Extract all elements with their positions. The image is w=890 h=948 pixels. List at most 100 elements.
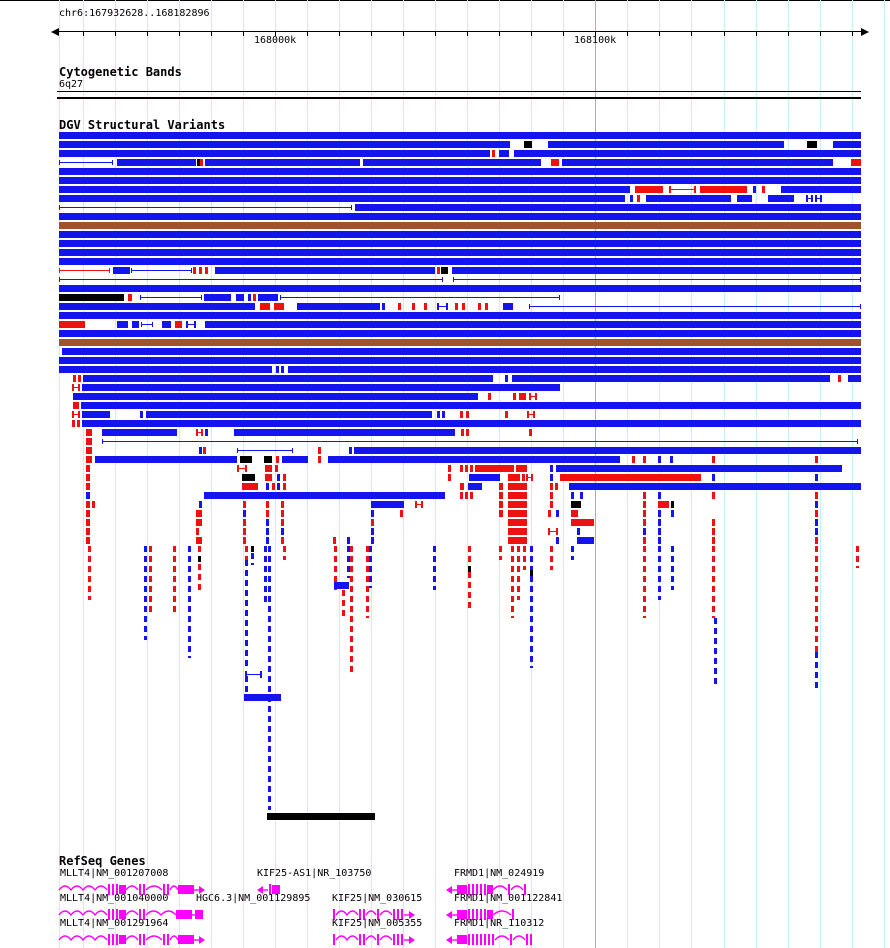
gene-glyph[interactable]: [446, 883, 529, 897]
variant-dash-column[interactable]: [188, 546, 191, 658]
variant-segment[interactable]: [193, 267, 196, 274]
variant-segment[interactable]: [441, 267, 448, 274]
variant-segment[interactable]: [424, 303, 427, 310]
variant-segment[interactable]: [499, 150, 509, 157]
variant-segment[interactable]: [569, 483, 861, 490]
variant-dash-column[interactable]: [283, 546, 286, 560]
variant-segment[interactable]: [412, 303, 415, 310]
variant-segment[interactable]: [478, 303, 481, 310]
variant-segment[interactable]: [658, 537, 661, 544]
variant-dash-column[interactable]: [671, 546, 674, 590]
variant-segment[interactable]: [59, 168, 861, 175]
variant-segment[interactable]: [175, 321, 182, 328]
variant-dash-column[interactable]: [366, 546, 369, 618]
variant-dash-column[interactable]: [342, 590, 345, 620]
variant-segment[interactable]: [468, 483, 482, 490]
variant-segment[interactable]: [82, 384, 560, 391]
variant-segment[interactable]: [59, 195, 625, 202]
variant-segment[interactable]: [266, 519, 269, 526]
gene-glyph[interactable]: [332, 933, 417, 947]
variant-segment[interactable]: [59, 186, 630, 193]
variant-segment[interactable]: [215, 267, 435, 274]
variant-segment[interactable]: [59, 141, 510, 148]
variant-segment[interactable]: [658, 492, 661, 499]
variant-segment[interactable]: [82, 411, 110, 418]
variant-segment[interactable]: [86, 438, 92, 445]
variant-segment[interactable]: [59, 357, 861, 364]
variant-segment[interactable]: [59, 240, 861, 247]
variant-dash-column[interactable]: [658, 546, 661, 600]
variant-segment[interactable]: [253, 294, 256, 301]
variant-bracket[interactable]: [548, 528, 558, 535]
variant-segment[interactable]: [288, 366, 861, 373]
variant-segment[interactable]: [72, 420, 75, 427]
variant-dash-column[interactable]: [198, 556, 201, 564]
variant-segment[interactable]: [272, 483, 275, 490]
variant-segment[interactable]: [550, 501, 553, 508]
variant-segment[interactable]: [59, 321, 85, 328]
variant-segment[interactable]: [86, 501, 90, 508]
variant-segment[interactable]: [562, 159, 833, 166]
variant-segment[interactable]: [524, 141, 532, 148]
variant-bracket[interactable]: [806, 195, 813, 202]
variant-segment[interactable]: [643, 537, 646, 544]
variant-segment[interactable]: [815, 537, 818, 544]
variant-segment[interactable]: [128, 294, 132, 301]
gene-glyph[interactable]: [446, 933, 535, 947]
variant-segment[interactable]: [400, 510, 403, 517]
variant-segment[interactable]: [712, 474, 715, 481]
variant-segment[interactable]: [492, 150, 495, 157]
variant-segment[interactable]: [199, 447, 202, 454]
variant-segment[interactable]: [281, 537, 284, 544]
variant-segment[interactable]: [203, 447, 206, 454]
variant-segment[interactable]: [275, 465, 278, 472]
variant-line[interactable]: [237, 447, 293, 454]
variant-segment[interactable]: [81, 402, 861, 409]
variant-line[interactable]: [131, 267, 192, 274]
variant-segment[interactable]: [204, 294, 231, 301]
variant-segment[interactable]: [205, 159, 360, 166]
variant-segment[interactable]: [712, 519, 715, 526]
variant-segment[interactable]: [514, 150, 861, 157]
variant-segment[interactable]: [571, 492, 574, 499]
variant-segment[interactable]: [59, 177, 861, 184]
variant-segment[interactable]: [59, 231, 861, 238]
variant-segment[interactable]: [762, 186, 765, 193]
variant-segment[interactable]: [205, 321, 861, 328]
variant-segment[interactable]: [643, 510, 646, 517]
variant-segment[interactable]: [117, 159, 196, 166]
variant-segment[interactable]: [571, 519, 594, 526]
variant-segment[interactable]: [243, 501, 246, 508]
variant-segment[interactable]: [264, 456, 272, 463]
variant-segment[interactable]: [465, 465, 468, 472]
variant-segment[interactable]: [266, 501, 269, 508]
variant-line[interactable]: [59, 276, 443, 283]
variant-segment[interactable]: [234, 429, 455, 436]
variant-segment[interactable]: [276, 366, 279, 373]
variant-line[interactable]: [141, 321, 153, 328]
variant-segment[interactable]: [199, 267, 202, 274]
variant-segment[interactable]: [508, 492, 527, 499]
variant-segment[interactable]: [550, 483, 553, 490]
variant-segment[interactable]: [236, 294, 244, 301]
variant-segment[interactable]: [78, 375, 81, 382]
variant-segment[interactable]: [86, 465, 90, 472]
variant-segment[interactable]: [815, 501, 818, 508]
variant-segment[interactable]: [204, 492, 445, 499]
variant-segment[interactable]: [571, 501, 581, 508]
variant-segment[interactable]: [556, 465, 842, 472]
variant-segment[interactable]: [200, 159, 203, 166]
variant-segment[interactable]: [265, 465, 272, 472]
variant-line[interactable]: [453, 276, 861, 283]
variant-line[interactable]: [529, 303, 861, 310]
variant-dash-column[interactable]: [251, 546, 254, 553]
variant-segment[interactable]: [815, 474, 818, 481]
variant-segment[interactable]: [470, 492, 473, 499]
variant-segment[interactable]: [485, 303, 488, 310]
variant-extra-bar[interactable]: [267, 813, 375, 820]
variant-segment[interactable]: [266, 537, 269, 544]
variant-segment[interactable]: [838, 375, 841, 382]
variant-segment[interactable]: [82, 420, 861, 427]
variant-segment[interactable]: [465, 492, 468, 499]
variant-segment[interactable]: [117, 321, 128, 328]
